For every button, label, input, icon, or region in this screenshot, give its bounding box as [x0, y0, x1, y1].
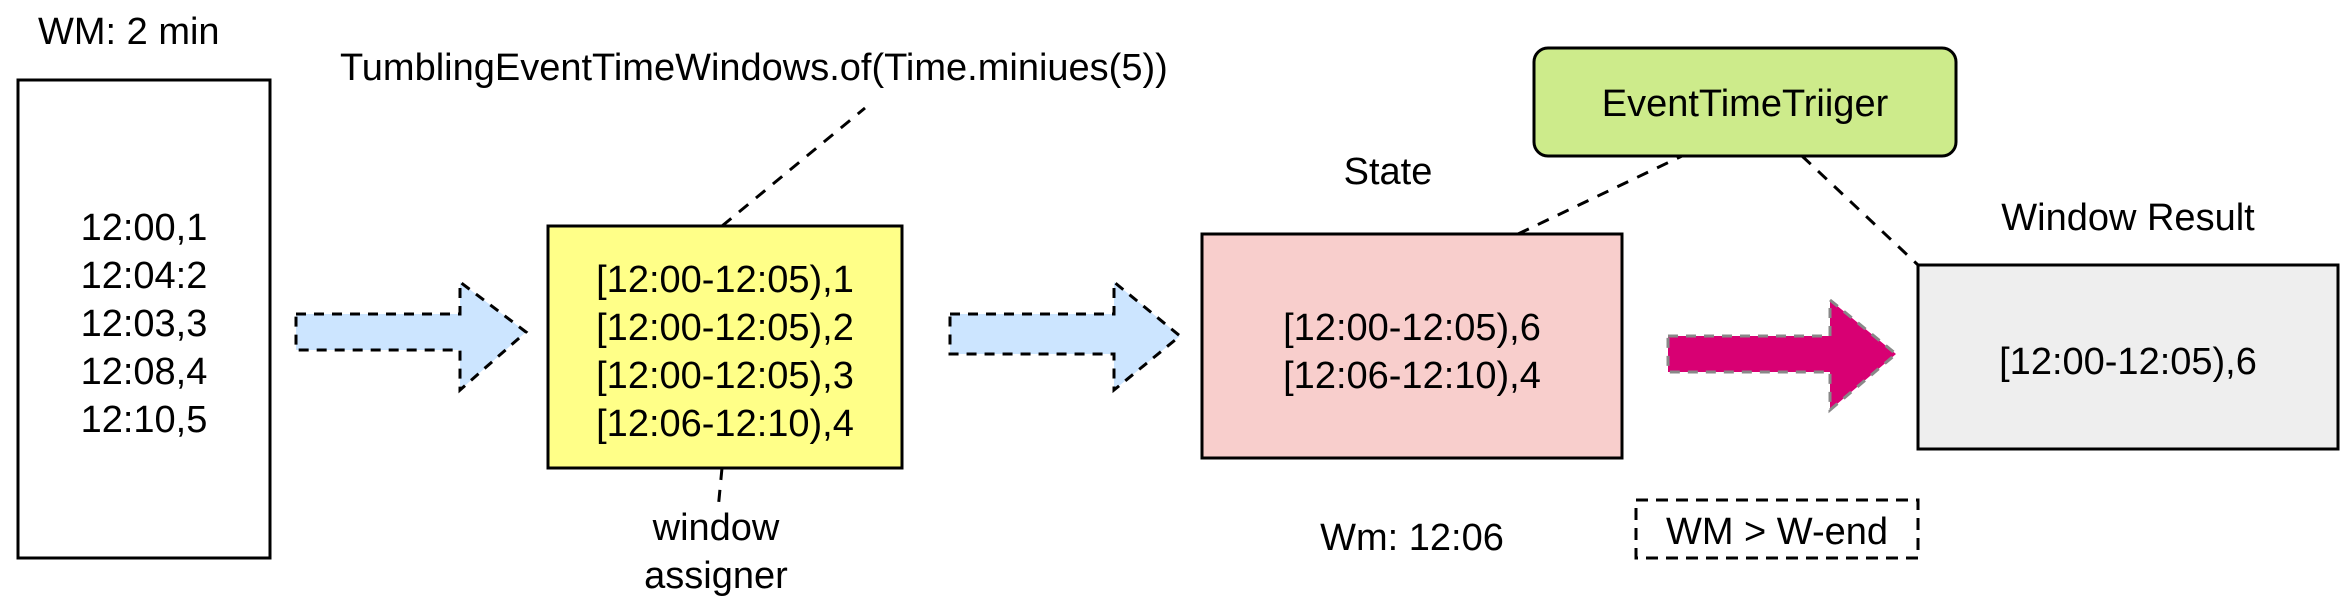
result-title: Window Result: [2001, 197, 2255, 239]
emit-arrow: [1668, 300, 1896, 410]
trigger-result-connector: [1802, 156, 1918, 265]
assigner-code-label: TumblingEventTimeWindows.of(Time.miniues…: [340, 47, 1168, 89]
state-entry: [12:06-12:10),4: [1283, 355, 1541, 397]
source-event-list: 12:00,1 12:04:2 12:03,3 12:08,4 12:10,5: [81, 207, 208, 441]
assigner-entry: [12:06-12:10),4: [596, 403, 854, 445]
flow-arrow-to-state: [950, 282, 1180, 390]
flow-arrow-to-assigner: [296, 282, 526, 390]
trigger-label: EventTimeTriiger: [1602, 83, 1889, 125]
source-event: 12:03,3: [81, 303, 208, 345]
source-header: WM: 2 min: [38, 11, 220, 53]
state-title: State: [1344, 151, 1433, 193]
assigner-caption-connector: [718, 468, 722, 510]
source-event: 12:10,5: [81, 399, 208, 441]
assigner-entry: [12:00-12:05),2: [596, 307, 854, 349]
assigner-caption-line1: window: [652, 507, 780, 549]
state-watermark: Wm: 12:06: [1320, 517, 1504, 559]
trigger-condition: WM > W-end: [1666, 511, 1888, 553]
state-entry: [12:00-12:05),6: [1283, 307, 1541, 349]
assigner-entry: [12:00-12:05),3: [596, 355, 854, 397]
assigner-entry: [12:00-12:05),1: [596, 259, 854, 301]
result-entry: [12:00-12:05),6: [1999, 341, 2257, 383]
source-event: 12:04:2: [81, 255, 208, 297]
source-event-late: 12:08,4: [81, 351, 208, 393]
assigner-caption-line2: assigner: [644, 555, 788, 597]
code-label-connector: [722, 108, 865, 226]
trigger-state-connector: [1518, 156, 1682, 234]
source-event: 12:00,1: [81, 207, 208, 249]
